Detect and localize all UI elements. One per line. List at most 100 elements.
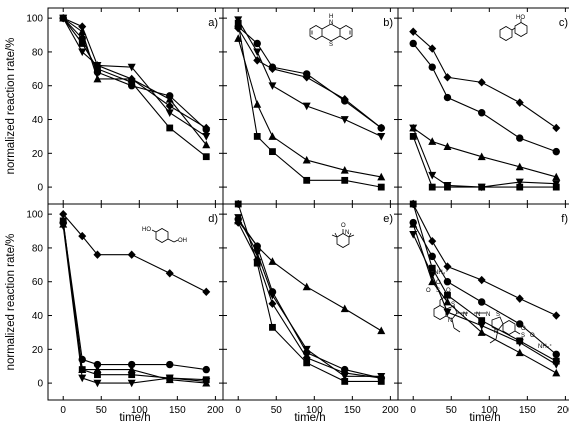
diamond-marker [552, 311, 561, 320]
series-line [237, 220, 382, 332]
atom-label: O [426, 288, 431, 294]
series-line [237, 23, 382, 188]
panel-label: e) [383, 213, 393, 225]
diamond-marker [253, 255, 262, 264]
panels: 0 20 40 60 80 100 a) b) c) 0 50 100 150 200 0 20 40 60 80 1… [26, 7, 569, 416]
triangle-down-marker [202, 133, 211, 141]
x-tick-label: 50 [271, 405, 283, 416]
x-tick-label: 150 [344, 405, 361, 416]
triangle-up-marker [253, 242, 262, 250]
x-tick-label: 200 [557, 405, 569, 416]
panel-label: f) [561, 213, 568, 225]
circle-marker [428, 252, 436, 261]
series-diamond [409, 199, 561, 320]
circle-marker [516, 134, 524, 142]
atom-label: S [329, 42, 333, 48]
series-line [412, 127, 557, 188]
series-line [412, 203, 557, 317]
diamond-marker [202, 123, 211, 133]
triangle-up-marker [377, 326, 386, 335]
triangle-up-marker [165, 95, 174, 103]
series-triangle-up [234, 216, 386, 335]
series-line [62, 17, 207, 137]
square-marker [516, 183, 524, 191]
panel-a: 0 20 40 60 80 100 a) [26, 7, 224, 205]
triangle-up-marker [340, 166, 349, 174]
panel-f: 0 50 100 150 200 f) [397, 199, 569, 416]
triangle-up-marker [409, 220, 418, 228]
diamond-marker [428, 44, 437, 53]
triangle-down-marker [515, 339, 524, 347]
atom-label: O [446, 288, 451, 294]
triangle-down-marker [93, 379, 102, 388]
x-tick-label: 0 [235, 405, 241, 416]
triangle-down-marker [443, 182, 452, 190]
circle-marker [443, 278, 452, 286]
triangle-down-marker [127, 379, 136, 388]
series-triangle-down [409, 124, 561, 192]
diamond-marker [302, 353, 311, 362]
series-line [412, 43, 557, 153]
y-tick-label: 20 [32, 345, 44, 356]
circle-marker [202, 365, 210, 374]
diamond-marker [202, 287, 211, 297]
triangle-down-marker [165, 374, 174, 383]
series-triangle-down [409, 231, 561, 369]
triangle-up-marker [93, 365, 102, 373]
triangle-up-marker [302, 282, 311, 291]
diamond-marker [477, 78, 486, 87]
square-marker [253, 133, 261, 140]
series-triangle-down [234, 214, 386, 381]
structure-2-phenylphenol: HO [499, 15, 528, 41]
atom-label: N [463, 312, 467, 318]
series-line [62, 222, 207, 371]
atom-label: O [521, 326, 526, 332]
y-tick-label: 60 [32, 81, 44, 92]
y-tick-label: 0 [37, 183, 43, 194]
series-line [62, 220, 207, 381]
triangle-down-marker [268, 82, 277, 90]
x-tick-label: 50 [96, 405, 108, 416]
series-line [412, 127, 557, 178]
atom-label: N [494, 329, 498, 335]
square-marker [202, 153, 210, 161]
triangle-up-marker [253, 100, 262, 108]
series-line [237, 203, 382, 382]
diamond-marker [428, 236, 437, 246]
diamond-marker [93, 250, 102, 259]
circle-marker [93, 360, 102, 369]
triangle-down-marker [428, 171, 437, 180]
series-circle [59, 218, 210, 374]
structure-tempo: O N [331, 223, 355, 248]
series-line [62, 224, 207, 384]
square-marker [341, 378, 349, 385]
square-marker [409, 133, 417, 140]
x-tick-label: 0 [60, 405, 66, 416]
y-axis-title-top: normalized reaction rate/% [5, 38, 17, 175]
diamond-marker [552, 123, 561, 133]
series-line [237, 217, 382, 377]
triangle-up-marker [78, 365, 87, 373]
series-line [237, 27, 382, 129]
series-line [237, 38, 382, 178]
circle-marker [166, 360, 174, 369]
y-tick-label: 40 [32, 115, 44, 126]
triangle-up-marker [127, 365, 136, 373]
panel-label: d) [208, 213, 218, 225]
series-line [237, 19, 382, 137]
y-tick-label: 20 [32, 149, 44, 160]
atom-label: O [530, 333, 535, 339]
atom-label: H [329, 14, 333, 20]
plot-frame [397, 203, 569, 401]
atom-label: O [341, 223, 346, 229]
series-diamond [234, 24, 386, 133]
triangle-down-marker [428, 271, 437, 280]
triangle-down-marker [59, 222, 68, 231]
panel-c: c) [397, 7, 569, 205]
x-tick-label: 0 [410, 405, 416, 416]
diamond-marker [409, 27, 418, 36]
series-line [62, 17, 207, 129]
x-tick-label: 150 [169, 405, 186, 416]
series-line [62, 213, 207, 293]
diamond-marker [302, 73, 311, 82]
